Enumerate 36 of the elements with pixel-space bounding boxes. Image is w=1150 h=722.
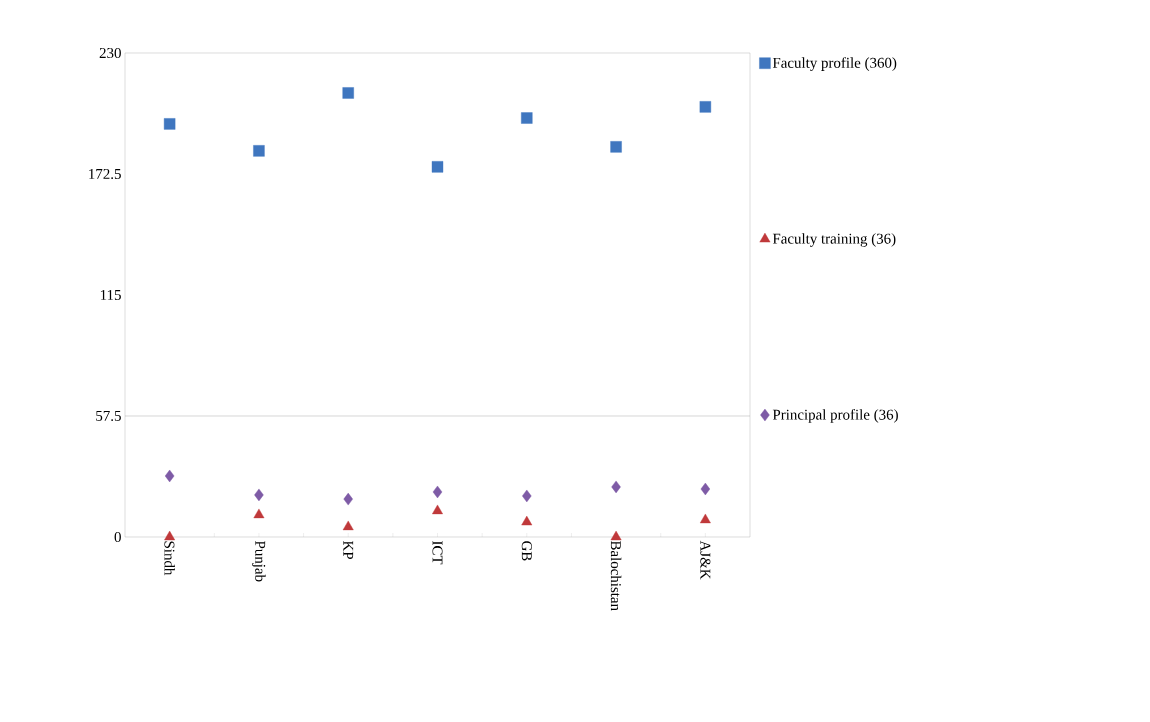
y-tick-label: 115 <box>100 290 121 300</box>
point <box>699 101 712 113</box>
point <box>432 504 443 515</box>
x-tick-label: Sindh <box>164 541 175 576</box>
point <box>343 492 353 506</box>
y-tick-label: 172.5 <box>89 168 121 180</box>
point <box>253 145 265 157</box>
point <box>700 482 711 496</box>
point <box>432 485 443 499</box>
x-tick-label: AJ&K <box>700 540 711 580</box>
point <box>699 513 711 524</box>
point <box>254 488 264 502</box>
x-tick-label: GB <box>521 541 532 561</box>
legend-label: Faculty training (36) <box>772 233 896 247</box>
x-tick-label: ICT <box>432 541 443 565</box>
point <box>610 141 622 153</box>
x-tick-label: KP <box>343 540 354 560</box>
point <box>610 530 622 541</box>
point <box>611 480 621 494</box>
point <box>342 520 354 531</box>
point <box>342 87 354 99</box>
legend-label: Faculty profile (360) <box>772 57 897 71</box>
x-tick-label: Punjab <box>252 540 266 582</box>
x-tick-label: Balochistan <box>610 540 622 611</box>
legend-label: Principal profile (36) <box>772 409 898 423</box>
y-tick-label: 0 <box>114 531 121 543</box>
point <box>164 530 176 541</box>
point <box>431 161 444 173</box>
point <box>521 515 533 526</box>
point <box>163 118 176 130</box>
point <box>253 508 265 519</box>
point <box>522 489 532 503</box>
point <box>164 469 175 483</box>
y-tick-label: 230 <box>99 47 121 59</box>
y-tick-label: 57.5 <box>96 411 121 421</box>
point <box>521 112 533 124</box>
